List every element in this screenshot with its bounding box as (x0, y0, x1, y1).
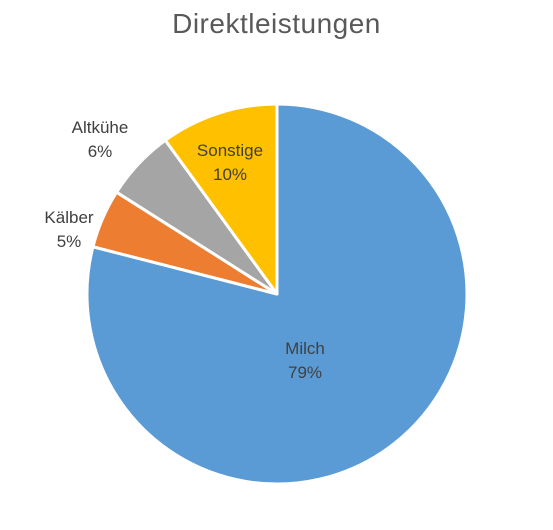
pie-slices (85, 102, 469, 486)
slice-percent-kaelber: 5% (57, 232, 82, 251)
slice-label-milch: Milch (285, 339, 325, 358)
chart-title: Direktleistungen (172, 8, 381, 39)
slice-label-altkuehe: Altkühe (72, 118, 129, 137)
slice-percent-sonstige: 10% (213, 165, 247, 184)
slice-percent-altkuehe: 6% (88, 142, 113, 161)
slice-label-kaelber: Kälber (44, 208, 93, 227)
slice-label-sonstige: Sonstige (197, 141, 263, 160)
pie-slice-milch (85, 102, 469, 486)
pie-slice-sonstige (163, 102, 279, 296)
slice-percent-milch: 79% (288, 363, 322, 382)
pie-labels: Milch 79% Kälber 5% Altkühe 6% Sonstige 10% (44, 118, 324, 382)
